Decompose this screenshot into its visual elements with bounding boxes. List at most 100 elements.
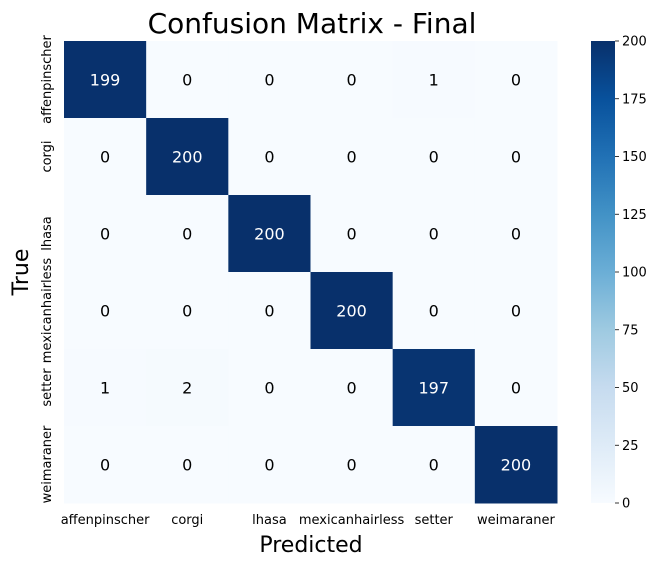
heatmap-cell bbox=[310, 272, 394, 350]
heatmap-cell bbox=[392, 272, 476, 350]
heatmap-cell bbox=[146, 41, 229, 119]
y-tick-label: setter bbox=[40, 368, 55, 407]
cell-value-label: 0 bbox=[182, 456, 192, 475]
heatmap-cell bbox=[392, 118, 476, 196]
cell-value-label: 0 bbox=[346, 456, 356, 475]
y-tick-label: lhasa bbox=[40, 216, 55, 251]
cell-value-label: 0 bbox=[182, 225, 192, 244]
heatmap-cell bbox=[64, 349, 147, 427]
cell-value-label: 0 bbox=[346, 379, 356, 398]
heatmap-cell bbox=[310, 195, 394, 273]
cell-value-label: 0 bbox=[264, 379, 274, 398]
y-tick-label: affenpinscher bbox=[40, 34, 55, 123]
heatmap-cell bbox=[146, 349, 229, 427]
cell-value-label: 0 bbox=[511, 71, 521, 90]
heatmap-cells bbox=[64, 41, 558, 504]
heatmap-cell bbox=[474, 349, 558, 427]
cell-value-label: 0 bbox=[182, 302, 192, 321]
colorbar bbox=[591, 41, 615, 503]
heatmap-cell bbox=[474, 118, 558, 196]
cell-value-label: 0 bbox=[511, 302, 521, 321]
heatmap-cell bbox=[474, 41, 558, 119]
y-axis-label: True bbox=[9, 249, 34, 297]
heatmap-cell bbox=[64, 118, 147, 196]
x-axis-label: Predicted bbox=[259, 533, 362, 558]
heatmap-cell bbox=[146, 118, 229, 196]
heatmap-cell bbox=[310, 349, 394, 427]
cell-value-label: 0 bbox=[511, 379, 521, 398]
heatmap-cell bbox=[228, 195, 312, 273]
x-tick-label: setter bbox=[415, 513, 454, 528]
heatmap-cell bbox=[228, 426, 312, 504]
cell-value-label: 0 bbox=[264, 148, 274, 167]
y-tick-label: mexicanhairless bbox=[40, 258, 55, 364]
cell-value-label: 0 bbox=[264, 302, 274, 321]
heatmap-cell bbox=[474, 272, 558, 350]
cell-value-label: 0 bbox=[346, 148, 356, 167]
x-tick-label: affenpinscher bbox=[61, 513, 150, 528]
heatmap-cell bbox=[146, 195, 229, 273]
heatmap-cell bbox=[64, 426, 147, 504]
cell-value-label: 0 bbox=[429, 225, 439, 244]
cell-value-label: 0 bbox=[264, 456, 274, 475]
colorbar-ticks: 0 25 50 75 100 125 150 175 200 bbox=[615, 35, 647, 512]
heatmap-cell bbox=[310, 41, 394, 119]
heatmap-cell bbox=[64, 41, 147, 119]
heatmap-cell bbox=[228, 272, 312, 350]
heatmap-cell bbox=[146, 272, 229, 350]
cell-value-label: 0 bbox=[100, 302, 110, 321]
cell-value-label: 200 bbox=[336, 302, 367, 321]
chart-title: Confusion Matrix - Final bbox=[148, 7, 477, 40]
y-tick-labels: affenpinscher corgi lhasa mexicanhairless se… bbox=[40, 34, 55, 503]
cell-value-label: 0 bbox=[346, 71, 356, 90]
cell-value-label: 2 bbox=[182, 379, 192, 398]
cell-value-label: 0 bbox=[100, 456, 110, 475]
heatmap-cell bbox=[392, 41, 476, 119]
cell-value-label: 0 bbox=[429, 148, 439, 167]
colorbar-tick-label: 100 bbox=[622, 266, 647, 281]
cell-value-label: 0 bbox=[511, 148, 521, 167]
heatmap-cell bbox=[392, 195, 476, 273]
heatmap-cell bbox=[64, 195, 147, 273]
cell-value-label: 0 bbox=[182, 71, 192, 90]
heatmap-cell bbox=[474, 426, 558, 504]
heatmap-cell bbox=[310, 118, 394, 196]
cell-value-label: 200 bbox=[172, 148, 203, 167]
colorbar-tick-label: 0 bbox=[622, 497, 630, 512]
cell-value-label: 0 bbox=[429, 456, 439, 475]
cell-value-label: 1 bbox=[429, 71, 439, 90]
cell-value-label: 0 bbox=[429, 302, 439, 321]
heatmap-cell bbox=[310, 426, 394, 504]
cell-value-label: 1 bbox=[100, 379, 110, 398]
cell-value-label: 0 bbox=[264, 71, 274, 90]
cell-value-label: 0 bbox=[100, 148, 110, 167]
x-tick-labels: affenpinscher corgi lhasa mexicanhairless se… bbox=[61, 513, 556, 528]
heatmap-cell bbox=[228, 349, 312, 427]
heatmap-cell bbox=[474, 195, 558, 273]
heatmap-cell bbox=[64, 272, 147, 350]
colorbar-tick-label: 175 bbox=[622, 92, 647, 107]
heatmap-cell bbox=[146, 426, 229, 504]
cell-value-label: 200 bbox=[501, 456, 532, 475]
heatmap-cell bbox=[228, 41, 312, 119]
cell-value-label: 0 bbox=[346, 225, 356, 244]
x-tick-label: corgi bbox=[171, 513, 203, 528]
cell-value-label: 200 bbox=[254, 225, 285, 244]
colorbar-tick-label: 200 bbox=[622, 35, 647, 50]
x-tick-label: weimaraner bbox=[477, 513, 555, 528]
x-tick-label: lhasa bbox=[252, 513, 287, 528]
cell-value-label: 197 bbox=[418, 379, 449, 398]
y-tick-label: weimaraner bbox=[40, 425, 55, 503]
colorbar-tick-label: 75 bbox=[622, 323, 639, 338]
cell-value-label: 0 bbox=[100, 225, 110, 244]
cell-value-label: 199 bbox=[90, 71, 121, 90]
heatmap-cell bbox=[392, 426, 476, 504]
colorbar-tick-label: 150 bbox=[622, 150, 647, 165]
colorbar-tick-label: 50 bbox=[622, 381, 639, 396]
heatmap-cell bbox=[228, 118, 312, 196]
cell-value-label: 0 bbox=[511, 225, 521, 244]
y-tick-label: corgi bbox=[40, 140, 55, 172]
heatmap-cell bbox=[392, 349, 476, 427]
heatmap-cell-labels: 199 0 0 0 1 00 200 0 0 0 00 0 200 0 0 00 0 0 200 0 01 2 0 0 197 0… bbox=[90, 71, 531, 475]
